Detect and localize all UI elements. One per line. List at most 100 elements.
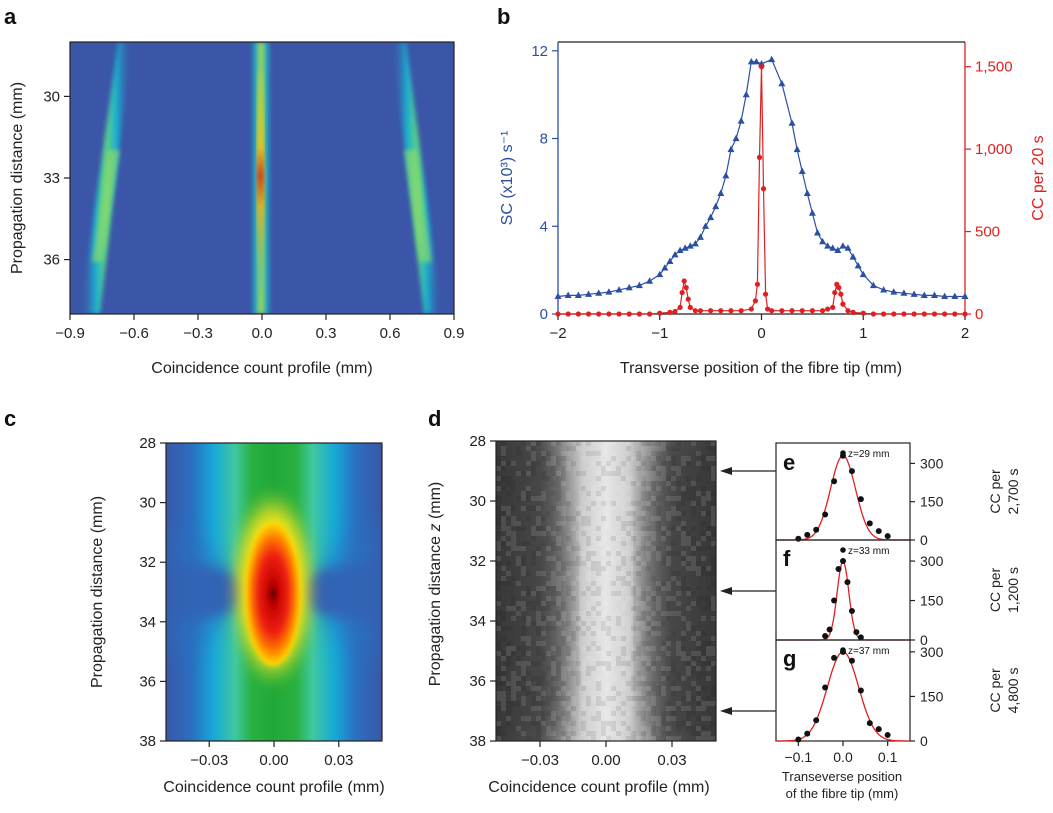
noise-pixel [671,611,676,616]
noise-pixel [646,506,651,511]
y2-tick-label: 1,000 [975,141,1013,158]
noise-pixel [676,591,681,596]
noise-pixel [671,571,676,576]
noise-pixel [701,496,706,501]
noise-pixel [586,681,591,686]
panel-c-x-ticks: −0.03 0.00 0.03 [190,741,353,769]
noise-pixel [626,516,631,521]
noise-pixel [596,576,601,581]
noise-pixel [621,551,626,556]
noise-pixel [611,731,616,736]
noise-pixel [611,711,616,716]
data-point-SC [691,240,699,247]
noise-pixel [691,651,696,656]
noise-pixel [616,596,621,601]
noise-pixel [521,601,526,606]
noise-pixel [576,736,581,741]
noise-pixel [496,651,501,656]
panels-e-f-g: e f g Transeverse position of the fibre … [775,442,1021,801]
noise-pixel [641,731,646,736]
noise-pixel [641,601,646,606]
noise-pixel [551,716,556,721]
noise-pixel [496,721,501,726]
panel-c-x-label: Coincidence count profile (mm) [163,779,384,796]
noise-pixel [621,461,626,466]
noise-pixel [666,716,671,721]
noise-pixel [706,566,711,571]
noise-pixel [661,666,666,671]
noise-pixel [576,511,581,516]
noise-pixel [631,606,636,611]
noise-pixel [511,541,516,546]
noise-pixel [571,631,576,636]
noise-pixel [681,456,686,461]
noise-pixel [676,726,681,731]
noise-pixel [641,461,646,466]
noise-pixel [676,516,681,521]
noise-pixel [541,616,546,621]
noise-pixel [581,661,586,666]
noise-pixel [626,696,631,701]
noise-pixel [576,641,581,646]
noise-pixel [691,636,696,641]
noise-pixel [681,576,686,581]
noise-pixel [541,571,546,576]
data-point-SC [951,292,959,300]
noise-pixel [511,531,516,536]
noise-pixel [621,571,626,576]
noise-pixel [536,641,541,646]
noise-pixel [591,541,596,546]
noise-pixel [506,721,511,726]
noise-pixel [561,636,566,641]
noise-pixel [621,521,626,526]
noise-pixel [496,731,501,736]
noise-pixel [601,551,606,556]
noise-pixel [616,501,621,506]
noise-pixel [566,496,571,501]
noise-pixel [551,466,556,471]
noise-pixel [681,491,686,496]
data-point [804,531,811,538]
y-tick-label: 300 [920,553,944,569]
noise-pixel [511,691,516,696]
noise-pixel [571,446,576,451]
y-tick-label: 0 [920,632,928,648]
noise-pixel [556,646,561,651]
noise-pixel [626,581,631,586]
noise-pixel [616,576,621,581]
noise-pixel [656,716,661,721]
noise-pixel [641,641,646,646]
noise-pixel [531,456,536,461]
noise-pixel [581,456,586,461]
noise-pixel [706,731,711,736]
data-point-SC [615,286,623,293]
x-tick-label: 1 [859,325,867,342]
noise-pixel [566,651,571,656]
data-point-SC [635,281,643,289]
noise-pixel [656,551,661,556]
noise-pixel [581,621,586,626]
noise-pixel [706,511,711,516]
noise-pixel [516,676,521,681]
noise-pixel [531,556,536,561]
noise-pixel [566,691,571,696]
noise-pixel [576,561,581,566]
noise-pixel [691,556,696,561]
noise-pixel [526,541,531,546]
noise-pixel [581,686,586,691]
noise-pixel [651,706,656,711]
noise-pixel [516,686,521,691]
noise-pixel [646,616,651,621]
noise-pixel [581,706,586,711]
panel-d-y-label-text: Propagation distance [427,531,444,686]
noise-pixel [611,581,616,586]
y-tick-label: 150 [920,688,944,704]
noise-pixel [566,561,571,566]
noise-pixel [596,471,601,476]
panel-d-x-label: Coincidence count profile (mm) [488,779,709,796]
noise-pixel [506,606,511,611]
noise-pixel [676,701,681,706]
noise-pixel [606,441,611,446]
data-point-CC [681,278,687,284]
